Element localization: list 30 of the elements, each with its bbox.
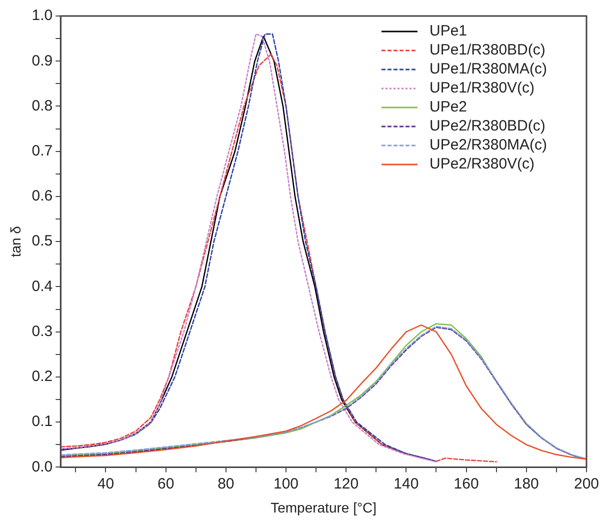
- x-axis-title: Temperature [°C]: [270, 499, 377, 516]
- legend-label: UPe2: [429, 98, 468, 116]
- legend-label: UPe2/R380V(c): [429, 156, 535, 173]
- x-tick-label: 120: [334, 475, 359, 492]
- y-tick-label: 0.7: [32, 142, 53, 160]
- y-tick-label: 0.3: [32, 322, 53, 340]
- legend-label: UPe2/R380BD(c): [429, 118, 546, 135]
- y-tick-label: 0.1: [32, 413, 53, 430]
- y-tick-label: 0.6: [32, 188, 53, 205]
- y-tick-label: 0.9: [32, 52, 53, 70]
- y-tick-label: 1.0: [32, 7, 53, 24]
- x-tick-label: 140: [394, 475, 419, 492]
- y-tick-label: 0.4: [32, 278, 53, 295]
- x-tick-label: 40: [97, 475, 114, 492]
- legend-label: UPe2/R380MA(c): [429, 136, 548, 154]
- legend-label: UPe1/R380V(c): [429, 80, 535, 97]
- y-tick-label: 0.2: [32, 368, 53, 386]
- x-tick-label: 180: [514, 475, 539, 492]
- legend-label: UPe1: [429, 22, 468, 40]
- y-tick-label: 0.5: [32, 232, 53, 250]
- y-axis-title: tan δ: [7, 226, 24, 258]
- legend-label: UPe1/R380MA(c): [429, 60, 548, 78]
- y-tick-label: 0.8: [32, 97, 53, 114]
- y-tick-label: 0.0: [32, 458, 53, 476]
- x-tick-label: 80: [218, 475, 234, 492]
- x-tick-label: 60: [157, 475, 174, 492]
- x-tick-label: 100: [273, 475, 299, 492]
- legend-label: UPe1/R380BD(c): [429, 42, 546, 59]
- x-tick-label: 160: [454, 475, 479, 492]
- x-tick-label: 200: [574, 475, 599, 492]
